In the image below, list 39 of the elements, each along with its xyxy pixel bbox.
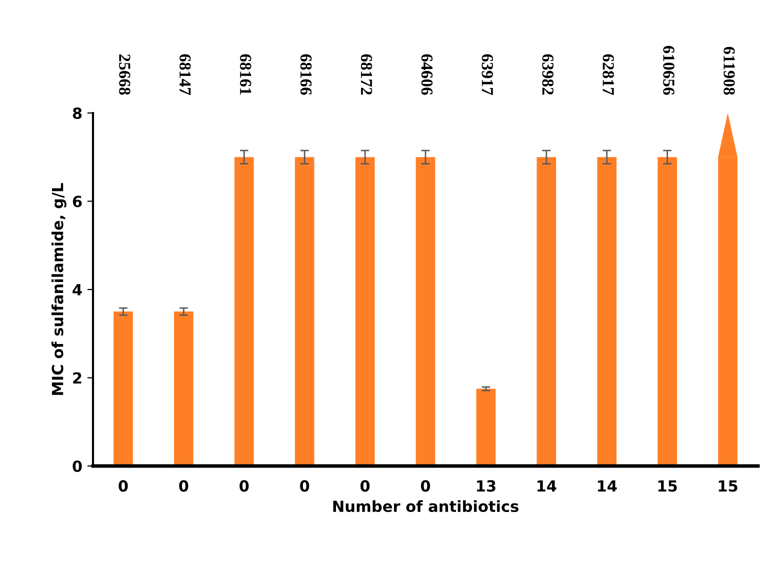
text: 25668 <box>119 54 130 95</box>
y-tick-label: 2 <box>73 372 82 384</box>
x-tick-label: 15 <box>658 480 677 492</box>
bar <box>416 157 436 466</box>
bar <box>597 157 617 466</box>
x-tick-label: 0 <box>420 480 430 492</box>
text: 64606 <box>421 54 433 95</box>
x-tick-label: 0 <box>179 480 188 492</box>
text: 68172 <box>360 54 372 95</box>
text: 63982 <box>542 54 554 95</box>
bar <box>355 157 375 466</box>
text: 68147 <box>180 54 191 95</box>
y-tick-label: 4 <box>72 284 82 296</box>
x-axis-title: Number of antibiotics <box>333 500 518 512</box>
y-tick-label: 0 <box>72 460 82 472</box>
x-tick-label: 14 <box>598 480 617 492</box>
bar <box>658 157 677 466</box>
text: 610656 <box>663 46 674 95</box>
bar <box>174 312 194 466</box>
text: 68166 <box>300 54 312 95</box>
x-tick-label: 0 <box>118 480 128 492</box>
bar <box>234 157 254 466</box>
text: 68161 <box>240 54 252 94</box>
x-tick-label: 15 <box>718 480 738 492</box>
y-tick-label: 6 <box>72 196 82 208</box>
x-tick-label: 14 <box>538 480 556 492</box>
y-tick-label: 8 <box>72 107 82 120</box>
text: 63917 <box>482 54 493 95</box>
x-tick-label: 13 <box>477 480 496 492</box>
bar <box>294 157 314 466</box>
bar <box>536 157 556 466</box>
x-tick-label: 0 <box>300 480 310 492</box>
text: 611908 <box>724 46 735 95</box>
bar <box>476 388 496 466</box>
y-axis-title: MIC of sulfanilamide, g/L <box>51 183 66 395</box>
x-tick-label: 0 <box>240 480 249 492</box>
text: 62817 <box>602 54 614 95</box>
x-tick-label: 0 <box>360 480 370 492</box>
bar <box>114 312 133 466</box>
